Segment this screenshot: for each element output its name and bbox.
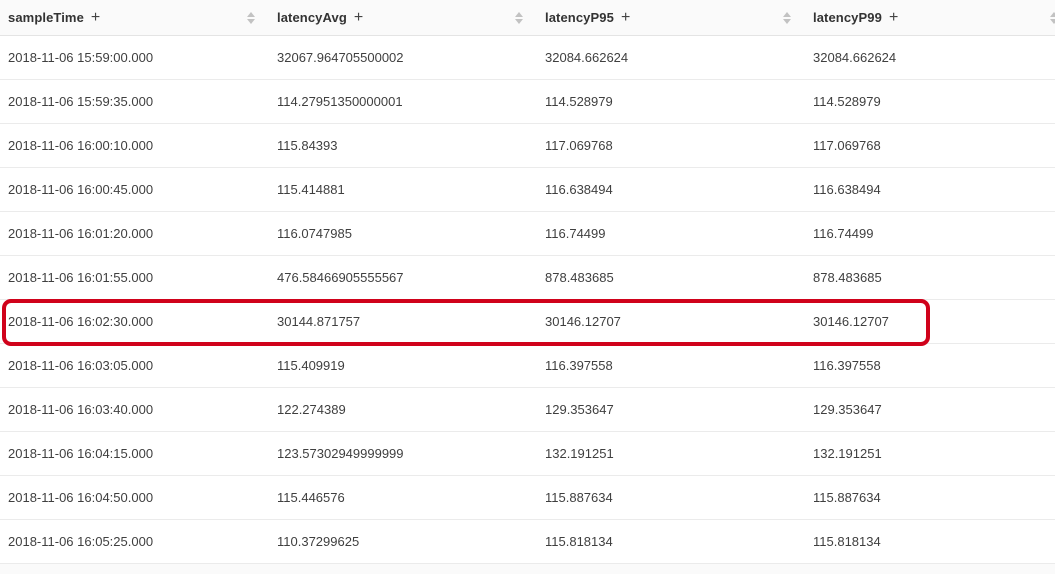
cell-sampletime: 2018-11-06 16:00:10.000 [8,138,154,153]
cell-latencyp95: 132.191251 [545,446,614,461]
sort-asc-icon [1050,11,1055,17]
cell-latencyp99: 30146.12707 [813,314,889,329]
add-column-icon[interactable]: + [620,8,631,26]
column-label: latencyP95 [545,10,614,25]
cell-latencyavg: 115.414881 [277,182,345,197]
cell-latencyp99: 132.191251 [813,446,882,461]
table-row: 2018-11-06 16:03:40.000 122.274389 129.3… [0,388,1055,432]
cell-latencyp99: 116.397558 [813,358,881,373]
cell-sampletime: 2018-11-06 16:01:20.000 [8,226,154,241]
table-row: 2018-11-06 15:59:35.000 114.279513500000… [0,80,1055,124]
table-row: 2018-11-06 16:04:50.000 115.446576 115.8… [0,476,1055,520]
sort-asc-icon [783,11,791,17]
cell-latencyavg: 115.84393 [277,138,338,153]
table-row: 2018-11-06 16:03:05.000 115.409919 116.3… [0,344,1055,388]
column-label: latencyP99 [813,10,882,25]
cell-latencyp99: 32084.662624 [813,50,897,65]
cell-latencyavg: 32067.964705500002 [277,50,404,65]
sort-icon[interactable] [1050,11,1055,24]
table-row: 2018-11-06 16:01:20.000 116.0747985 116.… [0,212,1055,256]
cell-sampletime: 2018-11-06 16:01:55.000 [8,270,154,285]
next-row-peek [0,564,1055,574]
cell-latencyp95: 115.887634 [545,490,613,505]
cell-latencyp95: 114.528979 [545,94,613,109]
column-header-latencyavg[interactable]: latencyAvg + [269,0,537,35]
table-row: 2018-11-06 15:59:00.000 32067.9647055000… [0,36,1055,80]
cell-latencyp95: 878.483685 [545,270,614,285]
cell-latencyp95: 116.397558 [545,358,613,373]
sort-icon[interactable] [247,11,255,24]
cell-latencyavg: 123.57302949999999 [277,446,404,461]
cell-latencyavg: 122.274389 [277,402,346,417]
cell-sampletime: 2018-11-06 15:59:00.000 [8,50,154,65]
cell-latencyavg: 115.446576 [277,490,345,505]
cell-sampletime: 2018-11-06 16:05:25.000 [8,534,154,549]
sort-desc-icon [1050,18,1055,24]
cell-latencyp99: 878.483685 [813,270,882,285]
cell-latencyavg: 116.0747985 [277,226,352,241]
table-header-row: sampleTime + latencyAvg + latencyP95 + l… [0,0,1055,36]
cell-latencyp99: 114.528979 [813,94,881,109]
cell-latencyp99: 116.638494 [813,182,881,197]
add-column-icon[interactable]: + [888,8,899,26]
sort-desc-icon [783,18,791,24]
cell-latencyp95: 32084.662624 [545,50,629,65]
cell-latencyavg: 30144.871757 [277,314,361,329]
cell-latencyp99: 115.818134 [813,534,881,549]
cell-sampletime: 2018-11-06 16:04:50.000 [8,490,154,505]
add-column-icon[interactable]: + [90,8,101,26]
sort-desc-icon [515,18,523,24]
cell-latencyp99: 117.069768 [813,138,881,153]
column-header-latencyp95[interactable]: latencyP95 + [537,0,805,35]
cell-latencyavg: 114.27951350000001 [277,94,403,109]
column-label: latencyAvg [277,10,347,25]
cell-sampletime: 2018-11-06 16:00:45.000 [8,182,154,197]
column-label: sampleTime [8,10,84,25]
column-header-latencyp99[interactable]: latencyP99 + [805,0,1055,35]
cell-latencyp95: 30146.12707 [545,314,621,329]
cell-latencyp99: 116.74499 [813,226,874,241]
cell-sampletime: 2018-11-06 15:59:35.000 [8,94,154,109]
table-row: 2018-11-06 16:01:55.000 476.584669055555… [0,256,1055,300]
cell-latencyp95: 116.74499 [545,226,606,241]
cell-latencyp95: 116.638494 [545,182,613,197]
table-row: 2018-11-06 16:05:25.000 110.37299625 115… [0,520,1055,564]
cell-latencyavg: 476.58466905555567 [277,270,404,285]
sort-asc-icon [515,11,523,17]
table-row: 2018-11-06 16:04:15.000 123.573029499999… [0,432,1055,476]
cell-latencyp95: 129.353647 [545,402,614,417]
sort-icon[interactable] [515,11,523,24]
cell-sampletime: 2018-11-06 16:03:05.000 [8,358,154,373]
cell-latencyavg: 115.409919 [277,358,345,373]
sort-asc-icon [247,11,255,17]
column-header-sampletime[interactable]: sampleTime + [0,0,269,35]
sort-desc-icon [247,18,255,24]
table-row: 2018-11-06 16:02:30.000 30144.871757 301… [0,300,1055,344]
cell-latencyp99: 129.353647 [813,402,882,417]
cell-sampletime: 2018-11-06 16:02:30.000 [8,314,154,329]
cell-latencyp99: 115.887634 [813,490,881,505]
table-body: 2018-11-06 15:59:00.000 32067.9647055000… [0,36,1055,564]
cell-latencyavg: 110.37299625 [277,534,360,549]
add-column-icon[interactable]: + [353,8,364,26]
cell-latencyp95: 115.818134 [545,534,613,549]
table-row: 2018-11-06 16:00:10.000 115.84393 117.06… [0,124,1055,168]
table-row: 2018-11-06 16:00:45.000 115.414881 116.6… [0,168,1055,212]
cell-sampletime: 2018-11-06 16:04:15.000 [8,446,154,461]
sort-icon[interactable] [783,11,791,24]
cell-sampletime: 2018-11-06 16:03:40.000 [8,402,154,417]
cell-latencyp95: 117.069768 [545,138,613,153]
